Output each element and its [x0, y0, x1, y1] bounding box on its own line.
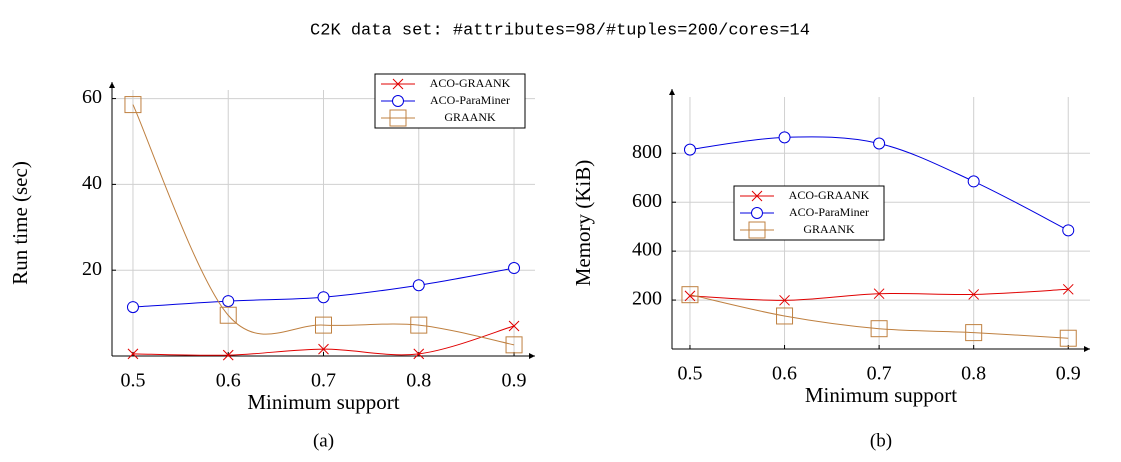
marker	[1062, 224, 1075, 237]
marker	[751, 190, 763, 202]
marker	[505, 336, 523, 354]
x-tick-label: 0.6	[216, 370, 241, 392]
marker	[315, 316, 332, 334]
legend-box	[733, 185, 885, 241]
y-tick-label: 400	[632, 239, 662, 261]
legend-label: ACO-ParaMiner	[789, 205, 869, 219]
legend-label: ACO-GRAANK	[789, 188, 870, 202]
marker	[873, 137, 886, 150]
x-tick-label: 0.9	[502, 370, 527, 392]
marker	[222, 295, 235, 308]
y-axis-arrow	[109, 82, 115, 88]
marker	[681, 286, 699, 304]
marker	[508, 262, 521, 275]
marker	[124, 96, 142, 114]
x-tick-label: 0.9	[1056, 363, 1081, 385]
marker	[779, 294, 790, 306]
marker	[1062, 283, 1074, 295]
y-axis-label: Run time (sec)	[8, 161, 32, 285]
caption: (b)	[870, 430, 892, 451]
marker	[412, 279, 425, 292]
marker	[968, 289, 980, 300]
x-tick-label: 0.7	[311, 370, 336, 392]
marker	[392, 78, 404, 90]
x-tick-label: 0.7	[867, 363, 892, 385]
marker	[222, 349, 234, 361]
y-axis-arrow	[669, 89, 675, 95]
marker	[508, 320, 520, 332]
marker	[410, 316, 428, 334]
marker	[389, 109, 407, 127]
marker	[684, 290, 696, 302]
y-tick-label: 600	[632, 190, 662, 212]
marker	[317, 291, 330, 304]
marker	[1059, 329, 1077, 347]
marker	[683, 143, 696, 156]
legend-label: ACO-ParaMiner	[430, 93, 510, 107]
marker	[126, 301, 139, 314]
x-tick-label: 0.5	[120, 370, 145, 392]
y-tick-label: 60	[82, 86, 102, 108]
y-tick-label: 800	[632, 141, 662, 163]
y-axis-label: Memory (KiB)	[571, 160, 595, 287]
marker	[873, 288, 885, 300]
marker	[870, 320, 888, 338]
x-axis-label: Minimum support	[247, 390, 399, 414]
marker	[751, 207, 763, 219]
y-tick-label: 20	[82, 258, 102, 280]
marker	[967, 175, 980, 188]
series-line	[132, 104, 515, 346]
x-tick-label: 0.6	[772, 363, 797, 385]
series-line	[689, 294, 1069, 339]
y-tick-label: 40	[82, 172, 102, 194]
marker	[413, 348, 425, 360]
legend-label: GRAANK	[444, 110, 496, 124]
marker	[219, 306, 237, 324]
x-axis-arrow	[529, 353, 535, 359]
x-tick-label: 0.5	[677, 363, 702, 385]
x-tick-label: 0.8	[961, 363, 986, 385]
marker	[748, 221, 766, 239]
caption: (a)	[313, 430, 334, 451]
x-axis-label: Minimum support	[805, 383, 957, 407]
figure-title: C2K data set: #attributes=98/#tuples=200…	[310, 21, 810, 40]
x-axis-arrow	[1084, 346, 1090, 352]
marker	[965, 324, 983, 342]
x-tick-label: 0.8	[406, 370, 431, 392]
marker	[127, 348, 139, 360]
marker	[778, 131, 791, 144]
marker	[318, 343, 329, 355]
y-tick-label: 200	[632, 288, 662, 310]
marker	[392, 95, 404, 107]
legend-label: ACO-GRAANK	[430, 76, 511, 90]
legend-label: GRAANK	[803, 222, 855, 236]
marker	[776, 307, 794, 325]
